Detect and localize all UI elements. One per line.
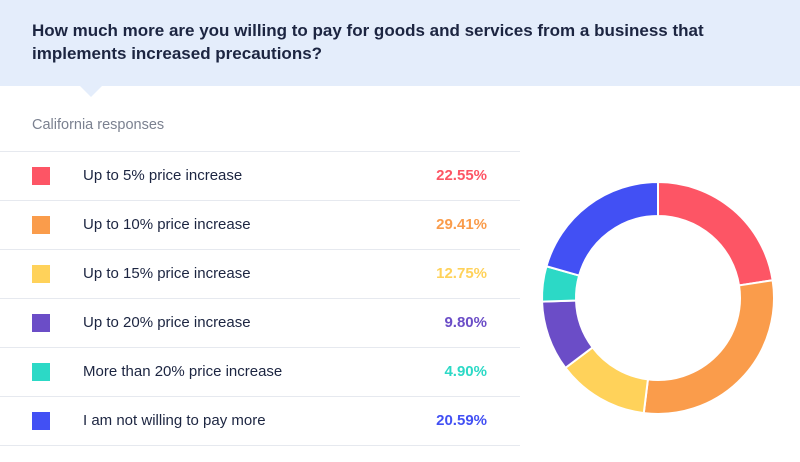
legend-value: 12.75% [436,265,487,282]
question-banner: How much more are you willing to pay for… [0,0,800,86]
legend-row: Up to 20% price increase 9.80% [0,299,520,348]
banner-pointer [80,86,102,97]
donut-slice [545,180,659,277]
legend-swatch [32,216,50,234]
legend-label: Up to 10% price increase [83,216,251,233]
legend-label: More than 20% price increase [83,363,283,380]
legend-row: Up to 10% price increase 29.41% [0,201,520,250]
legend-value: 22.55% [436,167,487,184]
responses-subtitle: California responses [32,117,165,133]
question-title: How much more are you willing to pay for… [32,21,704,63]
legend-value: 20.59% [436,412,487,429]
legend-label: I am not willing to pay more [83,412,266,429]
donut-slice [642,279,775,415]
legend-swatch [32,314,50,332]
legend-row: Up to 15% price increase 12.75% [0,250,520,299]
legend-label: Up to 20% price increase [83,314,251,331]
legend-swatch [32,412,50,430]
legend-swatch [32,363,50,381]
legend-label: Up to 15% price increase [83,265,251,282]
legend-swatch [32,167,50,185]
legend-row: I am not willing to pay more 20.59% [0,397,520,446]
legend-row: More than 20% price increase 4.90% [0,348,520,397]
donut-chart [541,180,775,415]
legend-list: Up to 5% price increase 22.55% Up to 10% p… [0,151,520,446]
legend-value: 4.90% [444,363,487,380]
legend-value: 29.41% [436,216,487,233]
legend-value: 9.80% [444,314,487,331]
legend-swatch [32,265,50,283]
legend-row: Up to 5% price increase 22.55% [0,152,520,201]
donut-slice [657,180,774,287]
legend-label: Up to 5% price increase [83,167,243,184]
